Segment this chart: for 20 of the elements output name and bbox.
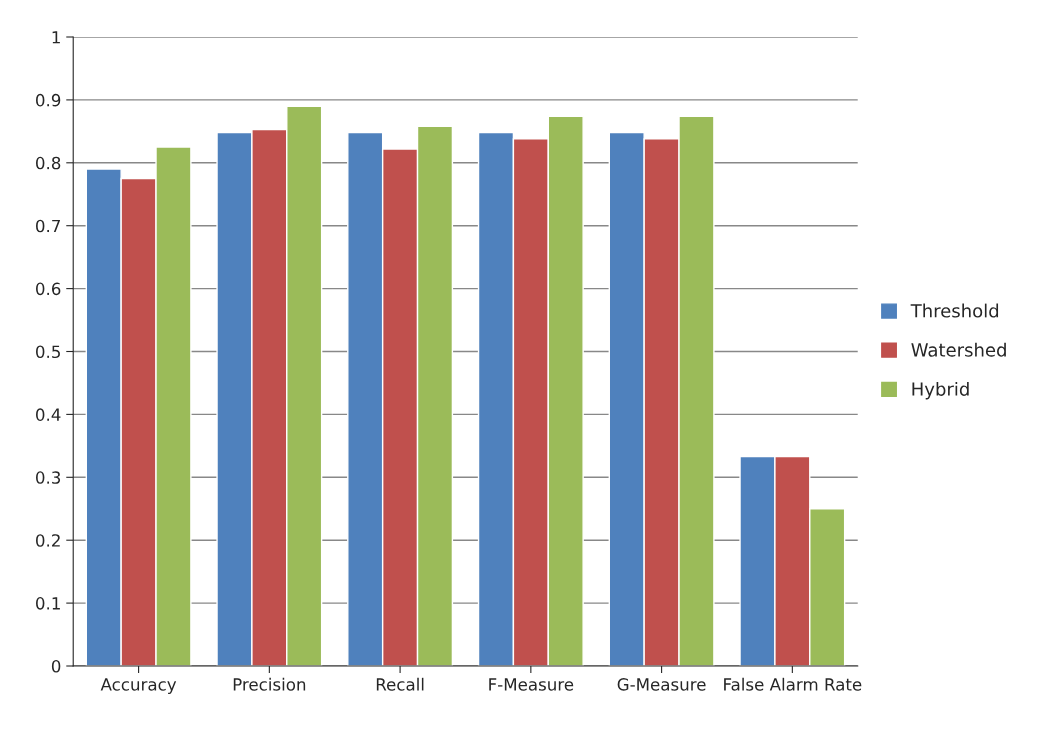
y-tick-label: 0.5 (36, 345, 60, 359)
y-tick-label: 0.7 (36, 219, 60, 233)
x-tick-label: Recall (376, 677, 424, 691)
x-tick-label: False Alarm Rate (724, 677, 862, 691)
legend-label: Hybrid (912, 381, 969, 400)
y-tick-label: 0.1 (36, 597, 60, 610)
x-tick-label: G-Measure (617, 678, 706, 691)
y-tick-label: 0.4 (36, 408, 61, 421)
y-tick-label: 0.2 (36, 534, 60, 547)
y-tick-label: 0.3 (36, 471, 61, 484)
y-tick-label: 1 (52, 31, 60, 44)
legend-label: Threshold (910, 303, 999, 318)
y-tick-label: 0.8 (36, 156, 61, 170)
y-tick-label: 0.9 (36, 93, 61, 107)
x-tick-label: Precision (233, 677, 306, 691)
x-tick-label: F-Measure (489, 678, 574, 691)
x-tick-label: Accuracy (100, 678, 177, 694)
legend-label: Watershed (911, 342, 1006, 357)
y-tick-label: 0.6 (36, 282, 61, 296)
y-tick-label: 0 (51, 659, 61, 673)
